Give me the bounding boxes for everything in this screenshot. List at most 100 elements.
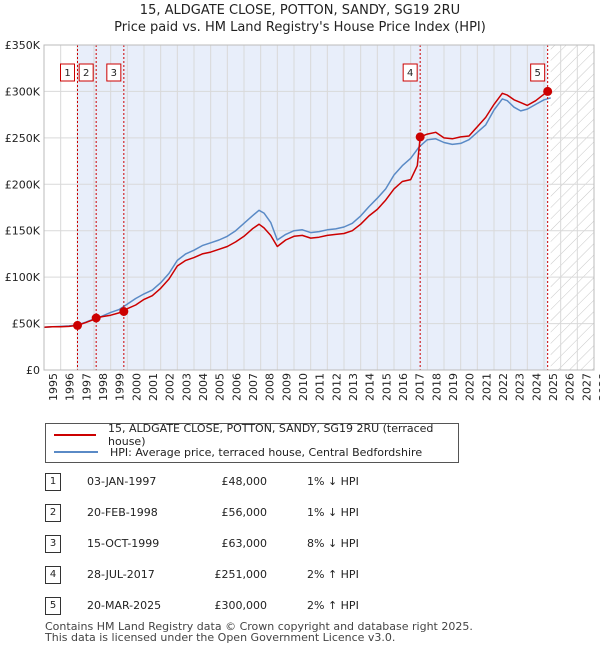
sale-date: 15-OCT-1999	[87, 537, 160, 550]
x-tick-label: 2025	[547, 373, 560, 401]
sale-badge-label: 3	[111, 68, 117, 79]
sale-row: 4 28-JUL-2017 £251,000 2% ↑ HPI	[45, 566, 405, 584]
sale-hpi-diff: 2% ↑ HPI	[307, 599, 359, 612]
legend-line-property	[54, 434, 97, 436]
x-tick-label: 2007	[247, 373, 260, 401]
legend-label-property: 15, ALDGATE CLOSE, POTTON, SANDY, SG19 2…	[108, 422, 434, 448]
x-tick-label: 2008	[264, 373, 277, 401]
sale-badge-label: 5	[534, 68, 540, 79]
legend-line-hpi	[54, 451, 98, 453]
sale-date: 20-MAR-2025	[87, 599, 162, 612]
sale-price: £300,000	[214, 599, 268, 612]
chart-subtitle: Price paid vs. HM Land Registry's House …	[114, 20, 486, 35]
price-chart: 1 2 3 4 5 £0 £50K £100K £150K £200K £250K £300K £35…	[5, 39, 600, 401]
x-tick-label: 2012	[330, 373, 343, 401]
sale-hpi-diff: 1% ↓ HPI	[307, 475, 359, 488]
sale-price: £56,000	[221, 506, 268, 519]
x-tick-label: 2016	[397, 373, 410, 401]
sale-badge-box	[60, 63, 75, 82]
footer-license: This data is licensed under the Open Gov…	[45, 631, 396, 644]
x-tick-label: 2020	[464, 373, 477, 401]
x-tick-label: 1999	[114, 373, 127, 401]
sale-hpi-diff: 1% ↓ HPI	[307, 506, 359, 519]
x-tick-label: 2011	[314, 373, 327, 401]
sale-number-badge: 3	[45, 535, 61, 553]
sale-date: 20-FEB-1998	[87, 506, 158, 519]
y-tick-label: £100K	[5, 271, 41, 284]
sale-price: £48,000	[221, 475, 268, 488]
sale-date: 28-JUL-2017	[87, 568, 155, 581]
footer: Contains HM Land Registry data © Crown c…	[45, 621, 473, 643]
sale-point	[119, 307, 129, 316]
y-tick-label: £50K	[12, 318, 41, 331]
sale-row: 5 20-MAR-2025 £300,000 2% ↑ HPI	[45, 597, 405, 615]
x-tick-label: 2024	[530, 373, 543, 401]
x-tick-label: 2004	[197, 373, 210, 401]
plot-frame	[43, 44, 595, 371]
x-tick-label: 2006	[230, 373, 243, 401]
x-tick-label: 2019	[447, 373, 460, 401]
x-tick-label: 1995	[47, 373, 60, 401]
x-tick-label: 2003	[180, 373, 193, 401]
ownership-shading	[77, 45, 548, 370]
x-tick-label: 1997	[80, 373, 93, 401]
x-tick-label: 2010	[297, 373, 310, 401]
sale-badge-label: 2	[83, 68, 89, 79]
sale-point	[73, 320, 82, 330]
sale-badge-box	[402, 63, 418, 82]
x-tick-label: 2028	[597, 373, 600, 401]
chart-title-block: 15, ALDGATE CLOSE, POTTON, SANDY, SG19 2…	[0, 2, 600, 36]
x-tick-label: 2005	[214, 373, 227, 401]
sale-row: 1 03-JAN-1997 £48,000 1% ↓ HPI	[45, 473, 405, 491]
footer-copyright: Contains HM Land Registry data © Crown c…	[45, 620, 473, 633]
y-tick-label: £0	[26, 364, 40, 377]
sale-price: £251,000	[214, 568, 268, 581]
sale-number-badge: 4	[45, 566, 61, 584]
sale-date: 03-JAN-1997	[87, 475, 157, 488]
x-tick-label: 2001	[147, 373, 160, 401]
sale-number-badge: 5	[45, 597, 61, 615]
y-tick-label: £350K	[5, 39, 41, 52]
x-tick-label: 1996	[64, 373, 77, 401]
x-tick-label: 1998	[97, 373, 110, 401]
sale-badge-label: 4	[407, 68, 413, 79]
sale-badge-box	[530, 63, 546, 82]
legend-item-hpi: HPI: Average price, terraced house, Cent…	[54, 444, 422, 460]
sale-number-badge: 2	[45, 504, 61, 522]
x-tick-label: 2017	[414, 373, 427, 401]
legend-item-property: 15, ALDGATE CLOSE, POTTON, SANDY, SG19 2…	[54, 422, 458, 448]
x-tick-label: 2000	[130, 373, 143, 401]
sale-number-badge: 1	[45, 473, 61, 491]
chart-title: 15, ALDGATE CLOSE, POTTON, SANDY, SG19 2…	[139, 3, 461, 18]
sale-point	[91, 313, 101, 323]
sale-price: £63,000	[221, 537, 268, 550]
sale-point	[415, 132, 425, 142]
legend: 15, ALDGATE CLOSE, POTTON, SANDY, SG19 2…	[45, 422, 459, 463]
y-tick-label: £200K	[5, 178, 41, 191]
x-tick-label: 2015	[380, 373, 393, 401]
sale-hpi-diff: 8% ↓ HPI	[307, 537, 359, 550]
y-tick-label: £150K	[5, 225, 41, 238]
x-tick-label: 2027	[580, 373, 593, 401]
x-tick-label: 2018	[430, 373, 443, 401]
sale-badge-box	[78, 63, 94, 82]
sale-badge-box	[106, 63, 122, 82]
future-hatch	[550, 45, 594, 370]
sale-row: 3 15-OCT-1999 £63,000 8% ↓ HPI	[45, 535, 405, 553]
x-tick-label: 2026	[564, 373, 577, 401]
x-tick-label: 2009	[280, 373, 293, 401]
x-tick-label: 2013	[347, 373, 360, 401]
sale-badge-label: 1	[64, 68, 70, 79]
hpi-line	[43, 97, 551, 329]
legend-label-hpi: HPI: Average price, terraced house, Cent…	[110, 445, 423, 459]
x-tick-label: 2002	[164, 373, 177, 401]
sale-point	[543, 86, 553, 96]
x-tick-label: 2021	[480, 373, 493, 401]
x-tick-label: 2023	[514, 373, 527, 401]
y-tick-label: £250K	[5, 132, 41, 145]
sale-hpi-diff: 2% ↑ HPI	[307, 568, 359, 581]
y-tick-label: £300K	[5, 85, 41, 98]
x-tick-label: 2022	[497, 373, 510, 401]
sale-row: 2 20-FEB-1998 £56,000 1% ↓ HPI	[45, 504, 405, 522]
x-tick-label: 2014	[364, 373, 377, 401]
